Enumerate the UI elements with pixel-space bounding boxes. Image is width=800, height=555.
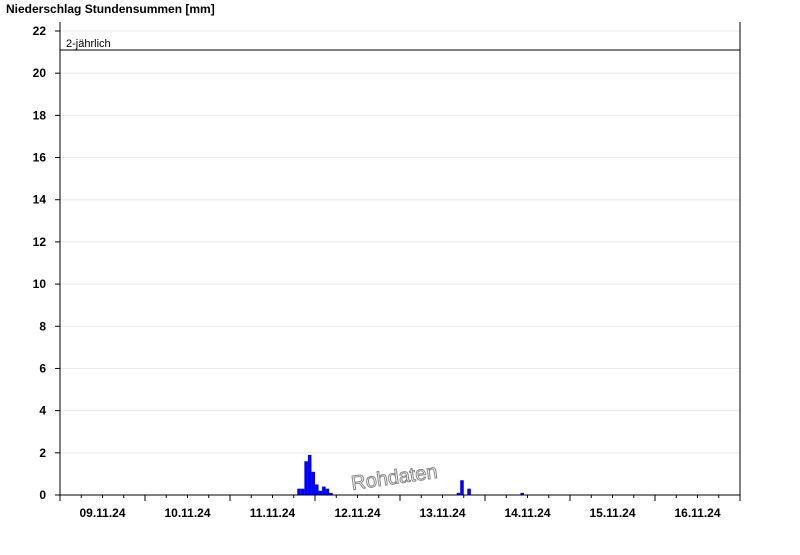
precip-bar: [311, 471, 315, 495]
x-tick-label: 11.11.24: [250, 506, 296, 520]
precip-bar: [307, 454, 312, 495]
y-tick-label: 2: [39, 446, 46, 460]
precip-bar: [315, 484, 319, 495]
precip-bar: [322, 486, 326, 495]
y-tick-label: 4: [39, 404, 46, 418]
y-tick-label: 14: [33, 193, 47, 207]
y-tick-label: 20: [33, 66, 47, 80]
precip-bar: [325, 488, 330, 495]
precip-bar: [297, 488, 301, 495]
y-tick-label: 16: [33, 151, 47, 165]
y-tick-label: 22: [33, 24, 47, 38]
x-tick-label: 14.11.24: [504, 506, 550, 520]
y-tick-label: 12: [33, 235, 47, 249]
precip-bar: [304, 461, 308, 495]
precip-bar: [520, 492, 524, 495]
x-tick-label: 09.11.24: [79, 506, 125, 520]
precip-bar: [467, 488, 471, 495]
threshold-label: 2-jährlich: [66, 38, 111, 50]
x-tick-label: 15.11.24: [589, 506, 635, 520]
precip-bar: [460, 480, 464, 495]
x-tick-label: 13.11.24: [419, 506, 465, 520]
y-tick-label: 10: [33, 277, 47, 291]
watermark: Rohdaten: [350, 461, 439, 495]
x-tick-label: 10.11.24: [164, 506, 210, 520]
precip-bar: [318, 490, 323, 495]
x-tick-label: 12.11.24: [334, 506, 380, 520]
y-tick-label: 8: [39, 319, 46, 333]
x-tick-label: 16.11.24: [674, 506, 720, 520]
y-tick-label: 0: [39, 488, 46, 502]
precip-bar: [329, 492, 333, 495]
precip-bar: [456, 492, 461, 495]
chart-title: Niederschlag Stundensummen [mm]: [6, 2, 215, 16]
y-tick-label: 18: [33, 108, 47, 122]
y-tick-label: 6: [39, 361, 46, 375]
precip-bar: [300, 488, 305, 495]
